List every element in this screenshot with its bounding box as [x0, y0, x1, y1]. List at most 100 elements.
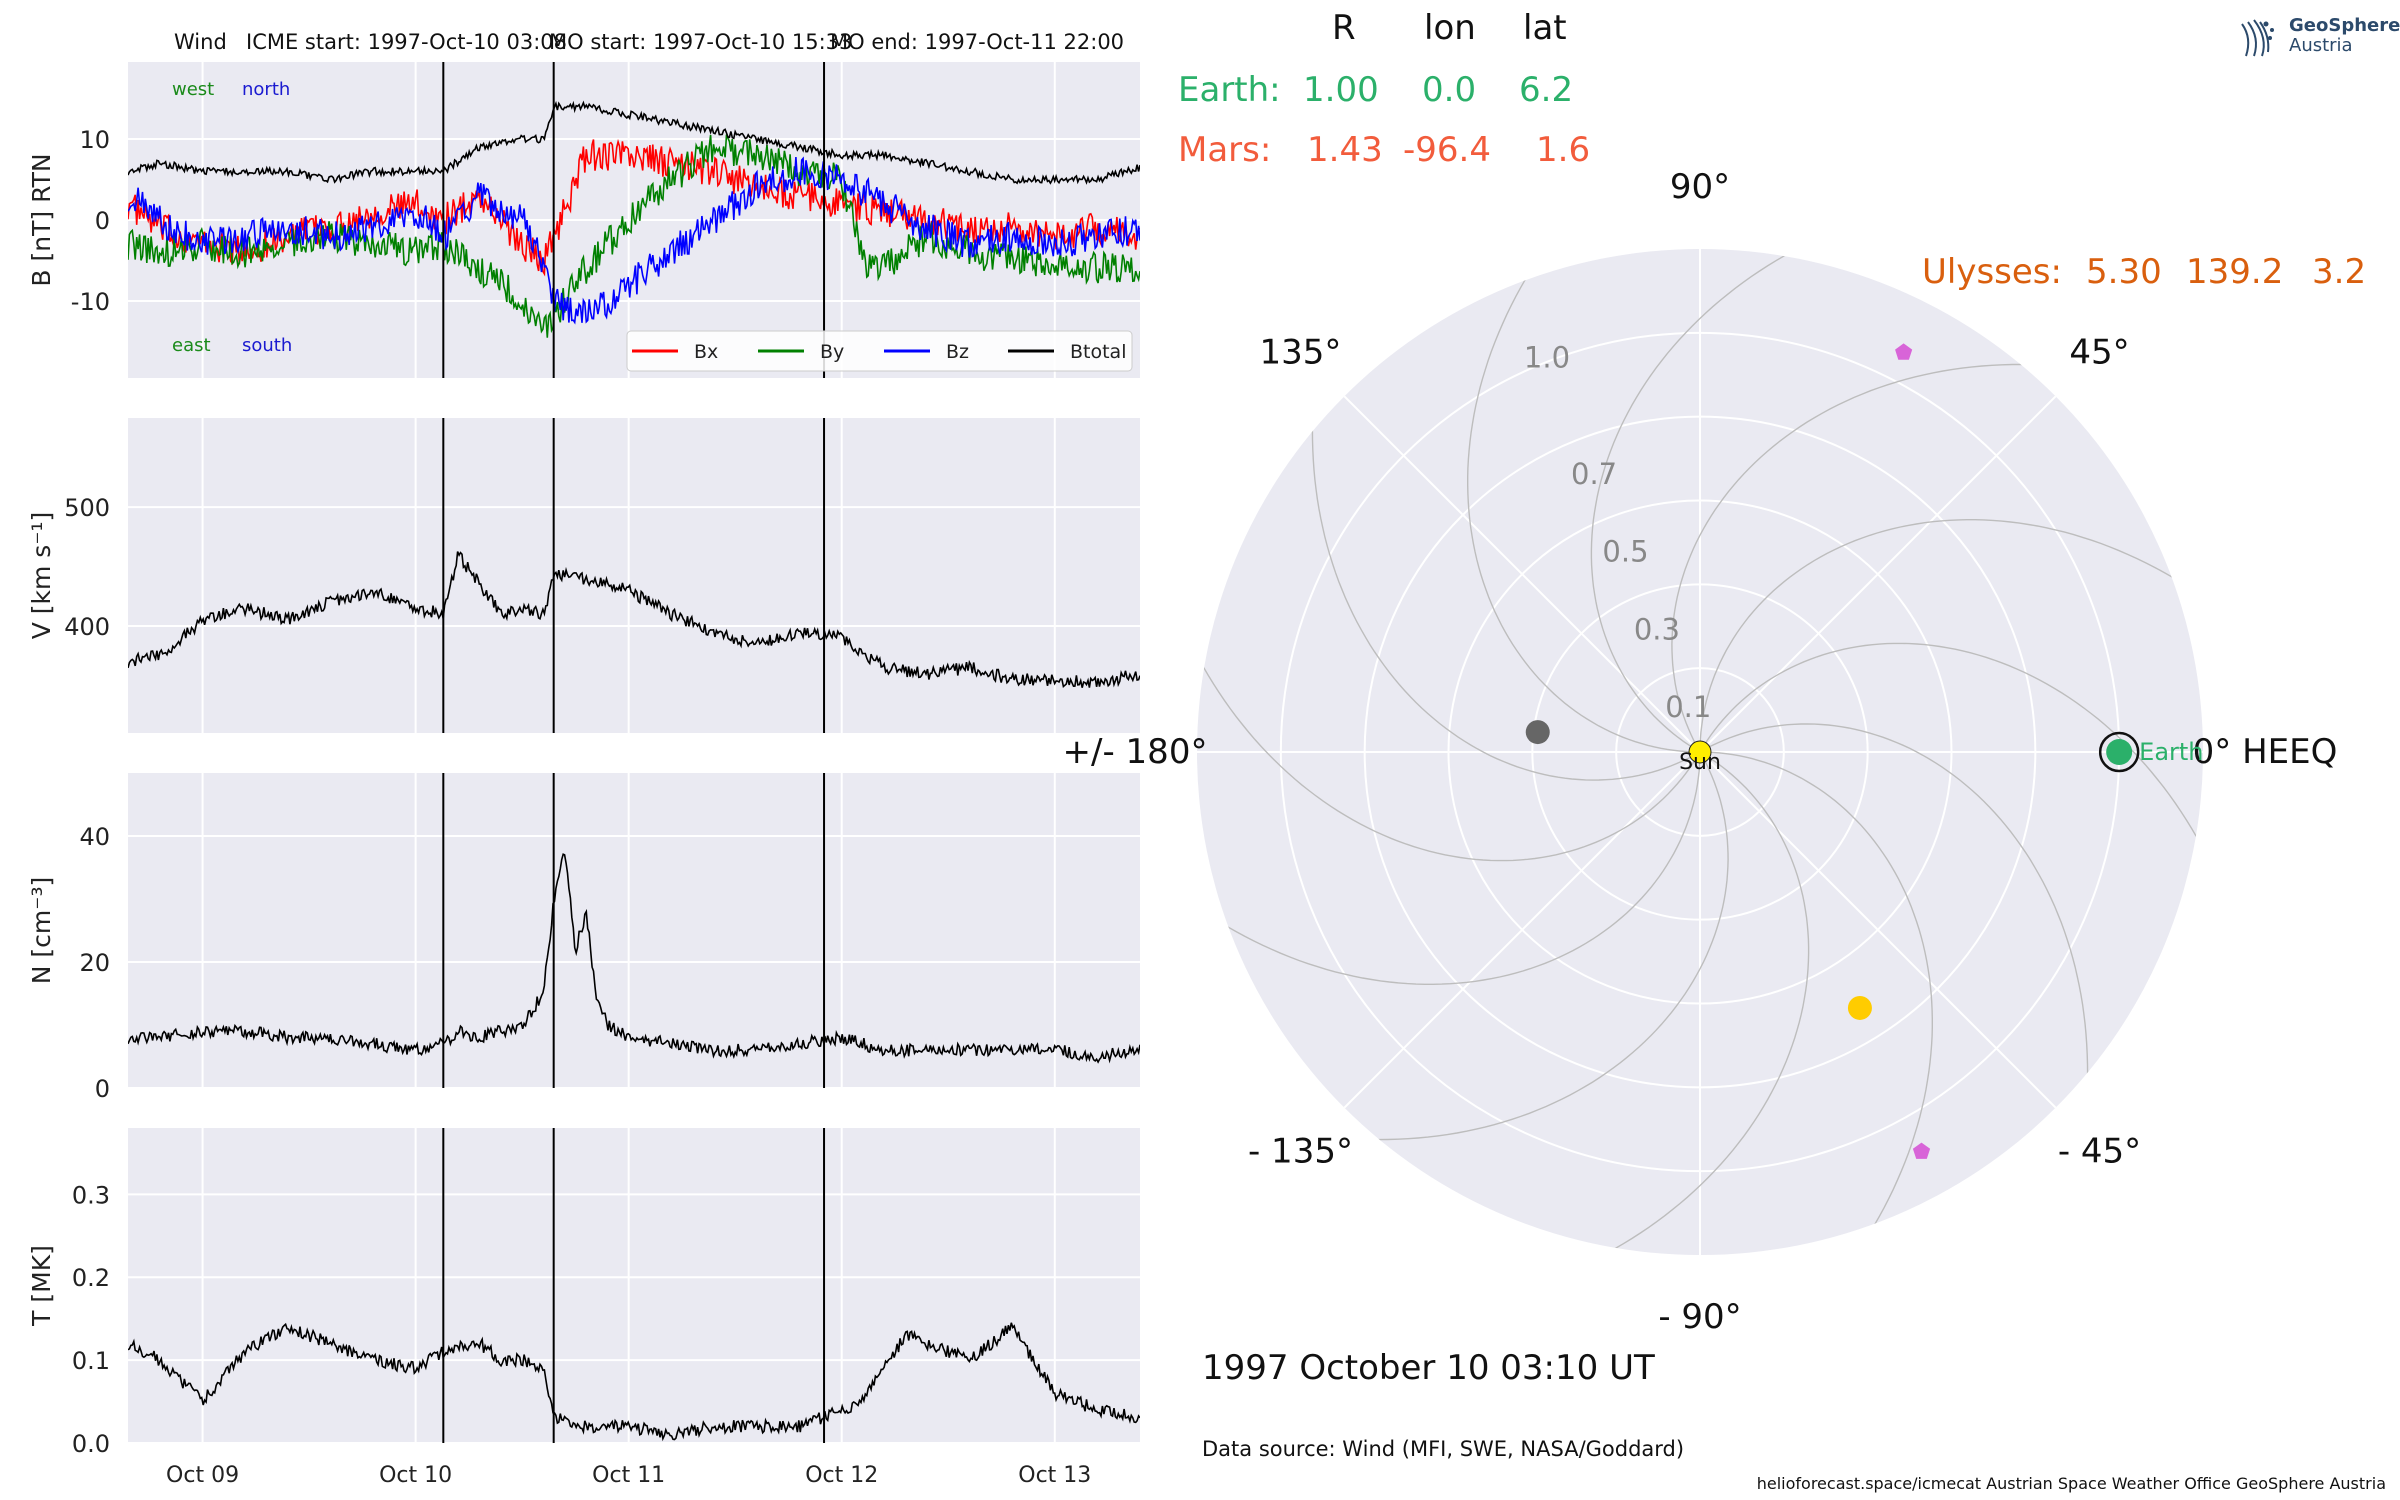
legend-label-By: By — [820, 341, 844, 363]
spiral-line — [1699, 519, 2201, 753]
y-tick-label: 0 — [95, 1075, 110, 1103]
pos-header-r: R — [1332, 8, 1356, 48]
data-source: Data source: Wind (MFI, SWE, NASA/Goddar… — [1202, 1437, 1685, 1461]
legend: Bx By Bz Btotal — [626, 330, 1133, 372]
pos-mars-lat: 1.6 — [1536, 130, 1591, 170]
radial-tick-label: 0.3 — [1634, 612, 1680, 646]
y-tick-label: 10 — [79, 126, 110, 154]
panel-background — [128, 773, 1140, 1088]
pos-mars-name: Mars: — [1178, 130, 1272, 170]
spiral-line — [1586, 751, 1810, 1255]
y-axis-label: V [km s⁻¹] — [27, 512, 56, 640]
annotation-west: west — [172, 79, 214, 100]
pos-header-lat: lat — [1523, 8, 1567, 48]
logo-line2: Austria — [2289, 35, 2353, 56]
logo-wordmark: GeoSphere Austria — [2289, 16, 2400, 56]
y-axis-label: T [MK] — [27, 1245, 56, 1327]
y-tick-label: 0.2 — [72, 1264, 110, 1292]
timeseries-title: Wind ICME start: 1997-Oct-10 03:08 MO st… — [174, 30, 1124, 54]
panel-background — [128, 418, 1140, 733]
angle-tick-label: - 135° — [1248, 1132, 1353, 1172]
series-line-T — [128, 1322, 1140, 1442]
spiral-line — [1197, 638, 1701, 862]
panel-background — [128, 1128, 1140, 1443]
y-tick-label: 0 — [95, 207, 110, 235]
marker-mercury — [1525, 720, 1550, 745]
radial-tick-label: 0.7 — [1571, 457, 1617, 491]
y-axis-label: B [nT] RTN — [27, 153, 56, 286]
spiral-line — [1671, 363, 2055, 753]
y-tick-label: 0.3 — [72, 1181, 110, 1209]
pos-earth-name: Earth: — [1178, 70, 1281, 110]
spiral-line — [1199, 751, 1701, 985]
spiral-line — [1699, 751, 1933, 1253]
marker-sun: Sun — [1679, 740, 1721, 775]
y-tick-label: 500 — [64, 494, 110, 522]
angle-tick-label: - 90° — [1658, 1297, 1741, 1337]
annotation-east: east — [172, 335, 211, 356]
spiral-line — [1467, 251, 1701, 753]
legend-label-Bz: Bz — [946, 341, 969, 363]
x-tick-label: Oct 11 — [592, 1463, 665, 1488]
polar-plot: 0.1 0.3 0.5 0.7 1.0 0° HEEQ 45° 90° 135° +/- 180°… — [1063, 167, 2338, 1337]
annotation-north: north — [242, 79, 290, 100]
y-tick-label: -10 — [71, 288, 110, 316]
angle-tick-label: +/- 180° — [1063, 732, 1208, 772]
angle-tick-label: 90° — [1670, 167, 1730, 207]
spiral-line — [1699, 723, 2089, 1107]
y-tick-label: 40 — [79, 823, 110, 851]
y-tick-label: 0.1 — [72, 1347, 110, 1375]
pos-ulysses-lat: 3.2 — [2312, 252, 2367, 292]
marker-label-sun: Sun — [1679, 750, 1721, 775]
legend-label-Bx: Bx — [694, 341, 718, 363]
pos-ulysses-name: Ulysses: — [1922, 252, 2062, 292]
angular-gridline — [1343, 395, 1701, 753]
spiral-line — [1590, 249, 1814, 753]
angular-gridline — [1699, 751, 2057, 1109]
credits: helioforecast.space/icmecat Austrian Spa… — [1756, 1474, 2386, 1493]
panel-speed: 400 500 V [km s⁻¹] — [27, 418, 1140, 733]
title-spacecraft: Wind — [174, 30, 227, 54]
pos-earth-r: 1.00 — [1303, 70, 1379, 110]
y-tick-label: 400 — [64, 613, 110, 641]
series-line-Bz — [128, 156, 1140, 325]
angular-gridline — [1343, 751, 1701, 1109]
angular-gridline — [1699, 395, 2057, 753]
plot-datetime: 1997 October 10 03:10 UT — [1202, 1348, 1655, 1388]
y-tick-label: 20 — [79, 949, 110, 977]
series-line-Btotal — [128, 100, 1140, 185]
geosphere-logo-icon — [2241, 19, 2274, 57]
title-icme-start: ICME start: 1997-Oct-10 03:08 — [246, 30, 567, 54]
angle-tick-label: 135° — [1260, 332, 1342, 372]
radial-tick-label: 0.5 — [1602, 535, 1648, 569]
pos-ulysses-lon: 139.2 — [2186, 252, 2284, 292]
pos-ulysses-r: 5.30 — [2086, 252, 2162, 292]
angle-tick-label: 0° HEEQ — [2193, 732, 2338, 772]
legend-label-Btotal: Btotal — [1070, 341, 1126, 363]
logo-line1: GeoSphere — [2289, 15, 2400, 36]
timeseries-panels: -10 0 10 B [nT] RTN west north east south Bx By Bz… — [27, 62, 1140, 1488]
pos-earth-lon: 0.0 — [1422, 70, 1477, 110]
title-mo-start: MO start: 1997-Oct-10 15:33 — [549, 30, 852, 54]
angle-tick-label: 45° — [2069, 332, 2129, 372]
title-mo-end: MO end: 1997-Oct-11 22:00 — [830, 30, 1124, 54]
x-tick-label: Oct 09 — [166, 1463, 239, 1488]
annotation-south: south — [242, 335, 292, 356]
panel-magnetic_field: -10 0 10 B [nT] RTN west north east south Bx By Bz… — [27, 62, 1140, 378]
pos-mars-r: 1.43 — [1307, 130, 1383, 170]
marker-venus — [1847, 995, 1872, 1020]
marker-probe-1 — [1895, 343, 1913, 360]
marker-label-earth: Earth — [2139, 738, 2203, 766]
series-line-N — [128, 853, 1140, 1064]
spiral-line — [1699, 642, 2203, 866]
spiral-line — [1311, 397, 1701, 781]
x-tick-label: Oct 10 — [379, 1463, 452, 1488]
parker-spirals — [1197, 249, 2203, 1255]
angle-tick-label: - 45° — [2058, 1132, 2141, 1172]
y-tick-label: 0.0 — [72, 1430, 110, 1458]
panel-temperature: 0.0 0.1 0.2 0.3 T [MK] Oct 09 Oct 10 Oct 11 Oct … — [27, 1128, 1140, 1488]
panel-density: 0 20 40 N [cm⁻³] — [27, 773, 1140, 1103]
radial-tick-label: 0.1 — [1665, 690, 1711, 724]
x-tick-label: Oct 12 — [805, 1463, 878, 1488]
